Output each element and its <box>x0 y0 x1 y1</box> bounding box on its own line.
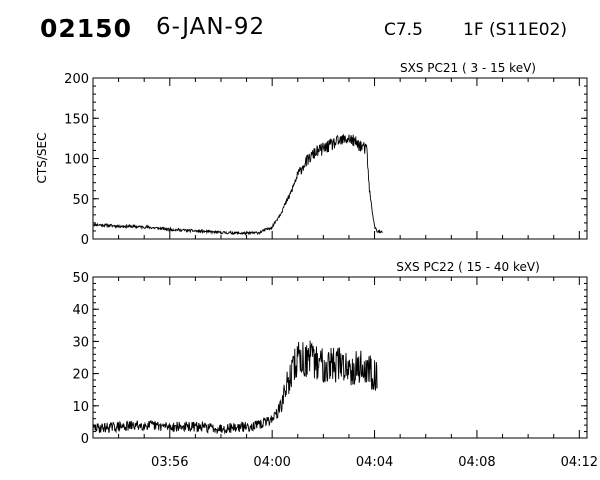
xtick-label: 04:04 <box>356 455 393 470</box>
panel-2-ytick-label: 10 <box>72 400 89 415</box>
panel-1-ytick-label: 50 <box>72 193 89 208</box>
panel-2-title: SXS PC22 ( 15 - 40 keV) <box>396 260 540 274</box>
xtick-label: 03:56 <box>151 455 188 470</box>
panel-2-ytick-label: 50 <box>72 271 89 286</box>
panel-2-ytick-label: 40 <box>72 303 89 318</box>
event-id: 02150 <box>40 14 132 43</box>
panel-2-ytick-label: 20 <box>72 368 89 383</box>
event-date: 6-JAN-92 <box>156 14 266 40</box>
panel-1-ytick-label: 150 <box>64 112 89 127</box>
panel-1-ytick-label: 100 <box>64 153 89 168</box>
panel-2-series-line <box>92 340 378 435</box>
panel-1-frame <box>92 77 588 240</box>
panel-1-ytick-label: 0 <box>81 233 89 248</box>
panel-2-ytick-label: 0 <box>81 432 89 447</box>
panel-1-title: SXS PC21 ( 3 - 15 keV) <box>400 61 536 75</box>
flare-class: C7.5 <box>384 20 423 40</box>
panel-1-ylabel: CTS/SEC <box>35 133 49 184</box>
panel-2-ytick-label: 30 <box>72 335 89 350</box>
flare-location: 1F (S11E02) <box>463 20 568 40</box>
xtick-label: 04:12 <box>561 455 598 470</box>
panel-2-frame <box>92 276 588 439</box>
panel-1-ytick-label: 200 <box>64 72 89 87</box>
panel-1-series-line <box>93 134 383 236</box>
xtick-label: 04:08 <box>458 455 495 470</box>
xtick-label: 04:00 <box>253 455 290 470</box>
